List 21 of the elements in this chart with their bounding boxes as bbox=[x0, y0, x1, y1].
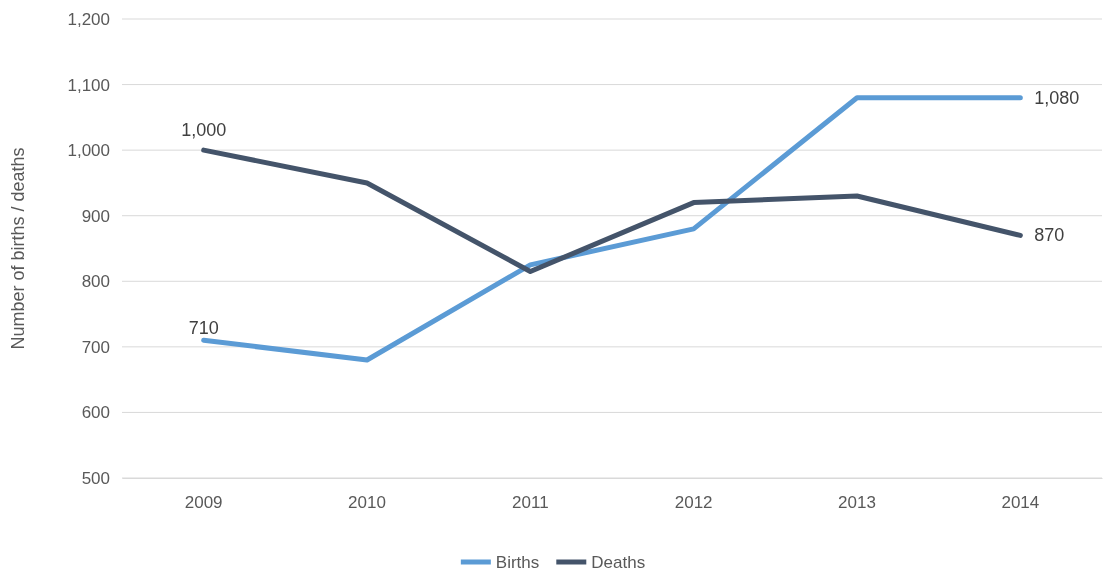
data-label: 1,000 bbox=[181, 120, 227, 141]
y-axis-title: Number of births / deaths bbox=[8, 147, 28, 350]
y-tick-label: 500 bbox=[81, 468, 110, 488]
legend-label: Births bbox=[495, 553, 540, 572]
y-tick-label: 1,100 bbox=[67, 75, 110, 95]
y-tick-label: 600 bbox=[81, 403, 110, 423]
y-tick-label: 900 bbox=[81, 206, 110, 226]
data-label: 870 bbox=[1034, 225, 1065, 246]
y-tick-label: 700 bbox=[81, 337, 110, 357]
legend-label: Deaths bbox=[591, 553, 646, 572]
x-tick-label: 2009 bbox=[184, 493, 223, 513]
y-tick-label: 1,200 bbox=[67, 9, 110, 29]
data-label: 1,080 bbox=[1034, 87, 1080, 108]
y-tick-label: 800 bbox=[81, 272, 110, 292]
x-tick-label: 2013 bbox=[838, 493, 876, 513]
x-tick-label: 2010 bbox=[348, 493, 386, 513]
data-label: 710 bbox=[188, 318, 219, 339]
x-tick-label: 2014 bbox=[1001, 493, 1040, 513]
y-tick-label: 1,000 bbox=[67, 141, 110, 161]
x-tick-label: 2011 bbox=[512, 493, 549, 513]
x-tick-label: 2012 bbox=[674, 493, 713, 513]
